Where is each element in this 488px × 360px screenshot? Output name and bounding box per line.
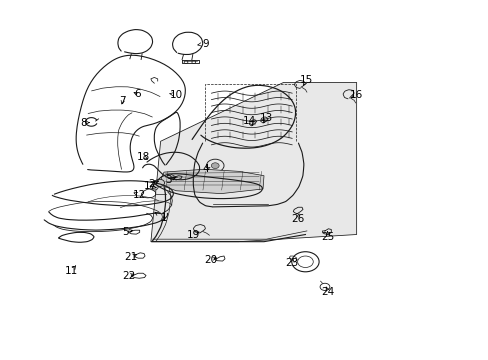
Text: 8: 8 (80, 118, 87, 128)
Text: 24: 24 (321, 287, 334, 297)
Text: 1: 1 (161, 213, 167, 222)
Circle shape (150, 184, 158, 190)
Text: 7: 7 (119, 96, 125, 106)
Text: 21: 21 (124, 252, 138, 262)
Text: 26: 26 (291, 214, 304, 224)
Text: 25: 25 (321, 232, 334, 242)
Text: 2: 2 (148, 179, 155, 189)
Polygon shape (151, 82, 356, 242)
Circle shape (155, 179, 164, 186)
Text: 10: 10 (169, 90, 183, 100)
Text: 5: 5 (122, 227, 128, 237)
Circle shape (211, 163, 219, 168)
Text: 13: 13 (259, 113, 272, 123)
Text: 12: 12 (133, 190, 146, 200)
Text: 9: 9 (202, 39, 208, 49)
Text: 20: 20 (203, 255, 217, 265)
Text: 4: 4 (202, 164, 208, 174)
Text: 18: 18 (136, 152, 149, 162)
Text: 22: 22 (122, 271, 135, 281)
Text: 14: 14 (242, 116, 256, 126)
Text: 6: 6 (134, 89, 140, 99)
Text: 17: 17 (144, 181, 157, 192)
Text: 16: 16 (349, 90, 363, 100)
Text: 19: 19 (186, 230, 200, 239)
Text: 3: 3 (165, 175, 172, 185)
Text: 23: 23 (285, 258, 298, 268)
Text: 15: 15 (300, 75, 313, 85)
Polygon shape (161, 169, 264, 194)
Text: 11: 11 (64, 266, 78, 276)
